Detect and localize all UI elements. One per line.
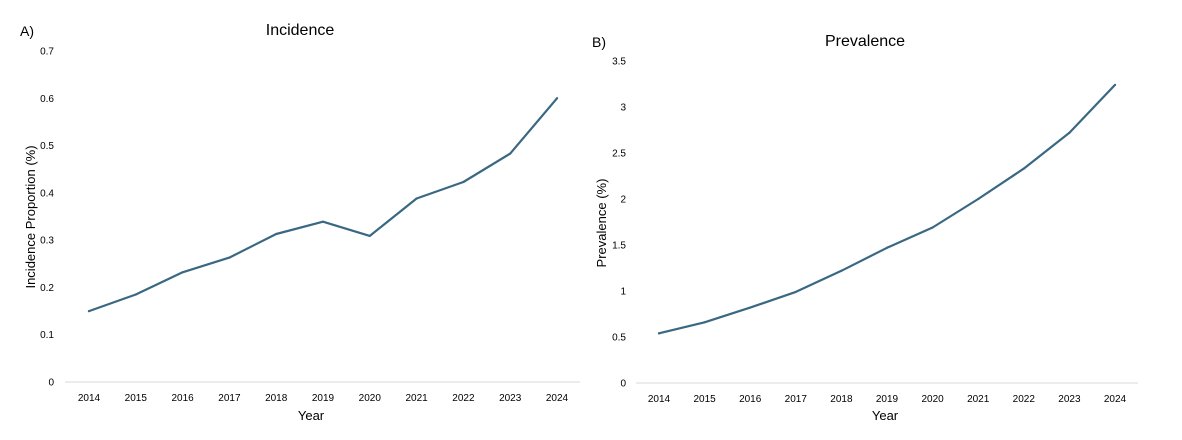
x-tick-label: 2019 xyxy=(876,394,899,405)
data-point xyxy=(368,234,371,237)
data-point xyxy=(509,152,512,155)
chart-marks-prevalence: 0 0.5 1 1.5 2 2.5 3 3.5 2014 2015 2016 2017 2018 2019… xyxy=(612,57,1138,405)
x-tick-label: 2015 xyxy=(693,394,716,405)
x-tick-label: 2021 xyxy=(967,394,990,405)
y-tick-label: 0.1 xyxy=(40,330,54,341)
chart-title-prevalence: Prevalence xyxy=(825,33,905,50)
series-line xyxy=(657,83,1117,335)
x-tick-label: 2014 xyxy=(648,394,671,405)
y-tick-label: 0.5 xyxy=(40,141,54,152)
data-point xyxy=(181,271,184,274)
data-point xyxy=(885,246,889,249)
x-tick-label: 2014 xyxy=(78,393,101,404)
x-tick-label: 2022 xyxy=(452,393,475,404)
data-point xyxy=(657,332,661,335)
data-point xyxy=(749,306,752,309)
data-point xyxy=(931,226,934,229)
data-point xyxy=(275,232,278,236)
x-tick-label: 2016 xyxy=(739,394,762,405)
data-point xyxy=(321,220,325,223)
data-point xyxy=(1022,167,1025,170)
series-line xyxy=(87,97,559,313)
x-tick-label: 2024 xyxy=(1104,394,1127,405)
x-tick-label: 2018 xyxy=(830,394,853,405)
data-point xyxy=(794,290,797,294)
x-tick-label: 2020 xyxy=(359,393,382,404)
x-tick-label: 2016 xyxy=(171,393,194,404)
data-point xyxy=(1113,83,1117,87)
data-point xyxy=(703,321,706,324)
y-axis-title-incidence: Incidence Proportion (%) xyxy=(23,145,38,288)
panel-label-a: A) xyxy=(20,23,34,39)
x-tick-label: 2017 xyxy=(218,393,241,404)
y-tick-label: 2 xyxy=(620,195,626,206)
x-tick-label: 2024 xyxy=(546,393,569,404)
data-point xyxy=(977,197,980,201)
y-tick-label: 1.5 xyxy=(612,241,626,252)
chart-panel-incidence: A) Incidence Year Incidence Proportion (… xyxy=(20,22,580,423)
x-axis-title-prevalence: Year xyxy=(872,408,899,423)
chart-title-incidence: Incidence xyxy=(266,22,335,39)
data-point xyxy=(134,293,137,296)
y-tick-label: 0.5 xyxy=(612,333,626,344)
data-point xyxy=(415,197,418,200)
y-tick-label: 3.5 xyxy=(612,57,626,68)
data-point xyxy=(87,309,91,313)
y-tick-label: 0.6 xyxy=(40,94,54,105)
x-axis-title-incidence: Year xyxy=(298,408,325,423)
data-point xyxy=(1068,131,1071,134)
x-tick-label: 2018 xyxy=(265,393,288,404)
chart-panel-prevalence: B) Prevalence Year Prevalence (%) 0 0.5 1 1… xyxy=(592,33,1138,423)
y-tick-label: 0.3 xyxy=(40,236,54,247)
panel-label-b: B) xyxy=(592,34,606,50)
data-point xyxy=(555,97,559,100)
data-point xyxy=(228,256,231,259)
x-tick-label: 2020 xyxy=(921,394,944,405)
x-tick-label: 2023 xyxy=(499,393,522,404)
chart-marks-incidence: 0 0.1 0.2 0.3 0.4 0.5 0.6 0.7 2014 2015 2016 2017 20… xyxy=(40,47,580,404)
x-tick-label: 2021 xyxy=(405,393,428,404)
data-point xyxy=(840,269,843,272)
y-tick-label: 0.2 xyxy=(40,283,54,294)
y-tick-label: 0.4 xyxy=(40,188,54,199)
y-axis-title-prevalence: Prevalence (%) xyxy=(594,179,609,268)
x-tick-label: 2022 xyxy=(1013,394,1036,405)
x-tick-label: 2017 xyxy=(785,394,808,405)
y-tick-label: 0 xyxy=(620,379,626,390)
y-tick-label: 3 xyxy=(620,103,626,114)
data-point xyxy=(462,180,465,184)
x-tick-label: 2015 xyxy=(125,393,148,404)
x-tick-label: 2019 xyxy=(312,393,335,404)
y-tick-label: 0.7 xyxy=(40,47,54,58)
x-tick-label: 2023 xyxy=(1058,394,1081,405)
y-tick-label: 2.5 xyxy=(612,149,626,160)
y-tick-label: 0 xyxy=(48,378,54,389)
y-tick-label: 1 xyxy=(620,287,626,298)
